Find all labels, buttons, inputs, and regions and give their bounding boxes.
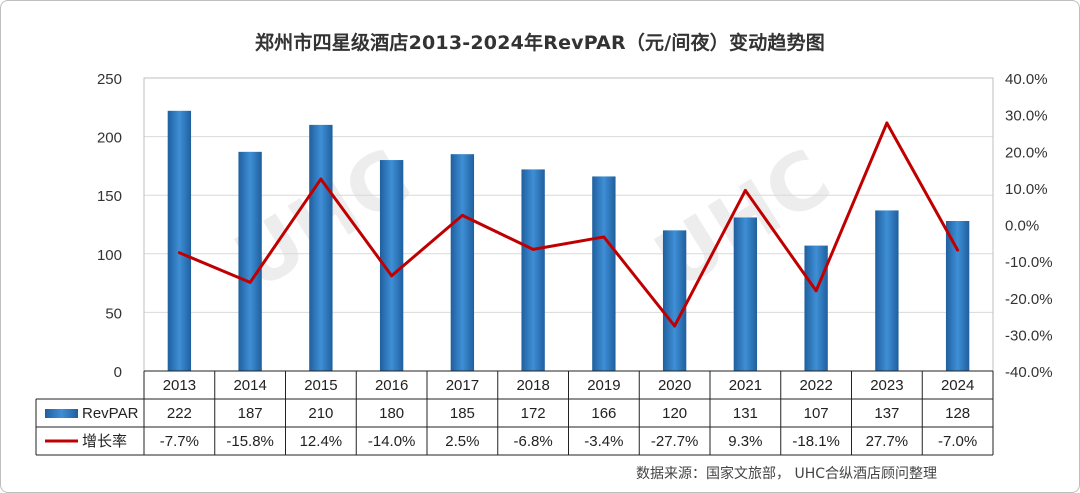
x-tick-label: 2017 <box>446 377 479 394</box>
line-point <box>319 177 323 181</box>
bar <box>521 169 545 371</box>
line-point <box>956 248 960 252</box>
chart-title: 郑州市四星级酒店2013-2024年RevPAR（元/间夜）变动趋势图 <box>254 32 825 54</box>
bar <box>450 154 475 371</box>
source-note: 数据来源：国家文旅部， UHC合纵酒店顾问整理 <box>636 466 937 482</box>
line-point <box>460 213 464 217</box>
bar <box>945 220 970 371</box>
x-tick-label: 2014 <box>233 377 266 394</box>
y-left-tick-label: 50 <box>105 305 122 322</box>
data-label: 107 <box>804 405 829 422</box>
x-tick-label: 2013 <box>163 377 196 394</box>
x-tick-label: 2016 <box>375 377 408 394</box>
x-tick-label: 2015 <box>304 377 337 394</box>
data-label: 172 <box>521 405 546 422</box>
bar <box>733 217 758 371</box>
data-label: 9.3% <box>728 433 762 450</box>
bar <box>379 160 404 371</box>
bar <box>592 176 616 371</box>
bar <box>309 124 333 371</box>
line-point <box>602 235 606 239</box>
data-label: 137 <box>874 405 899 422</box>
plot-area-border <box>143 77 994 372</box>
line-point <box>743 188 747 192</box>
data-label: 185 <box>450 405 475 422</box>
data-label: 166 <box>591 405 616 422</box>
data-label: -14.0% <box>368 433 416 450</box>
line-point <box>248 280 252 284</box>
line-point <box>531 247 535 251</box>
x-tick-label: 2024 <box>941 377 974 394</box>
x-tick-label: 2021 <box>729 377 762 394</box>
line-point <box>885 121 889 125</box>
y-right-tick-label: -10.0% <box>1005 254 1053 271</box>
data-label: -7.7% <box>160 433 199 450</box>
legend-label: 增长率 <box>82 433 127 450</box>
legend-key-bar <box>45 409 78 418</box>
bar <box>167 110 192 371</box>
y-left-tick-label: 250 <box>97 71 122 88</box>
bar <box>238 151 262 371</box>
line-series-growth <box>178 121 959 328</box>
data-label: -3.4% <box>584 433 623 450</box>
x-tick-label: 2022 <box>799 377 832 394</box>
x-tick-label: 2019 <box>587 377 620 394</box>
bar <box>875 210 899 371</box>
y-left-tick-label: 150 <box>97 188 122 205</box>
bar <box>804 245 828 371</box>
data-label: -15.8% <box>226 433 274 450</box>
line-point <box>673 324 677 328</box>
data-label: -18.1% <box>792 433 840 450</box>
data-label: 210 <box>308 405 333 422</box>
data-label: 222 <box>167 405 192 422</box>
y-right-tick-label: 0.0% <box>1005 218 1039 235</box>
data-label: 131 <box>733 405 758 422</box>
data-label: 180 <box>379 405 404 422</box>
x-tick-label: 2018 <box>516 377 549 394</box>
data-label: 120 <box>662 405 687 422</box>
y-right-tick-label: 10.0% <box>1005 181 1048 198</box>
y-right-tick-label: -20.0% <box>1005 291 1053 308</box>
x-tick-label: 2023 <box>870 377 903 394</box>
y-right-tick-label: -40.0% <box>1005 364 1053 381</box>
y-right-tick-label: 30.0% <box>1005 108 1048 125</box>
legend-label: RevPAR <box>82 405 139 422</box>
line-point <box>390 274 394 278</box>
data-label: -6.8% <box>514 433 553 450</box>
data-label: 128 <box>945 405 970 422</box>
y-right-tick-label: 20.0% <box>1005 144 1048 161</box>
line-point <box>177 251 181 255</box>
y-left-tick-label: 200 <box>97 130 122 147</box>
bar <box>662 230 687 371</box>
y-left-tick-label: 100 <box>97 247 122 264</box>
data-label: 27.7% <box>866 433 909 450</box>
line-point <box>814 289 818 293</box>
data-label: 2.5% <box>445 433 479 450</box>
data-label: -7.0% <box>938 433 977 450</box>
y-right-tick-label: -30.0% <box>1005 327 1053 344</box>
x-tick-label: 2020 <box>658 377 691 394</box>
y-left-tick-label: 0 <box>114 364 122 381</box>
data-label: 12.4% <box>300 433 343 450</box>
data-label: 187 <box>238 405 263 422</box>
data-label: -27.7% <box>651 433 699 450</box>
y-right-tick-label: 40.0% <box>1005 71 1048 88</box>
